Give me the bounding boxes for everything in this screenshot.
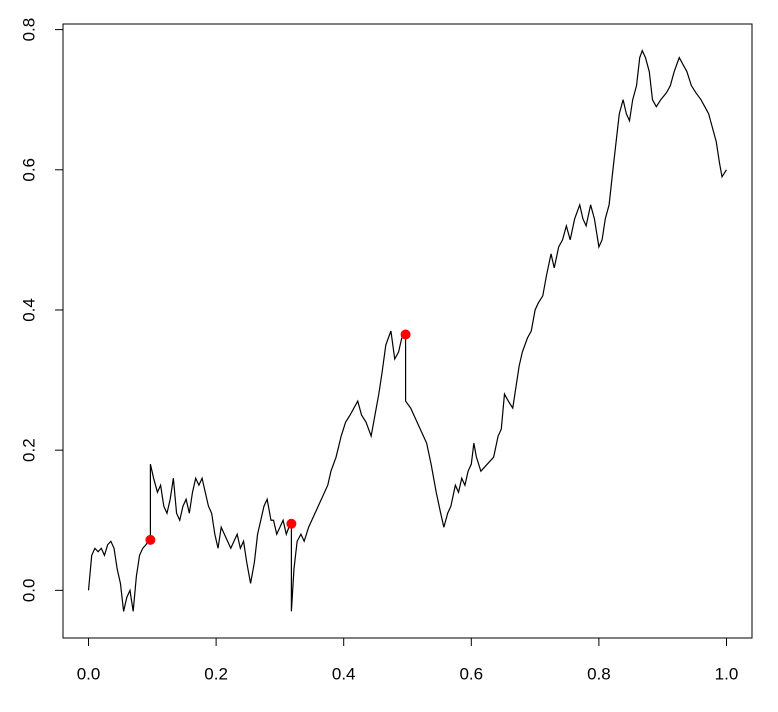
- marker: [400, 329, 411, 340]
- x-tick-label: 0.0: [77, 664, 101, 683]
- x-tick-label: 0.8: [587, 664, 611, 683]
- marker: [145, 534, 156, 545]
- data-line: [87, 49, 727, 612]
- y-tick-label: 0.6: [19, 158, 38, 182]
- x-tick-label: 0.6: [459, 664, 483, 683]
- x-tick-label: 0.2: [204, 664, 228, 683]
- x-tick-label: 1.0: [715, 664, 739, 683]
- y-tick-label: 0.8: [19, 18, 38, 42]
- y-tick-label: 0.2: [19, 438, 38, 462]
- x-tick-label: 0.4: [332, 664, 356, 683]
- y-tick-label: 0.4: [19, 298, 38, 322]
- marker: [286, 518, 297, 529]
- plot-box: [62, 23, 753, 639]
- y-tick-label: 0.0: [19, 579, 38, 603]
